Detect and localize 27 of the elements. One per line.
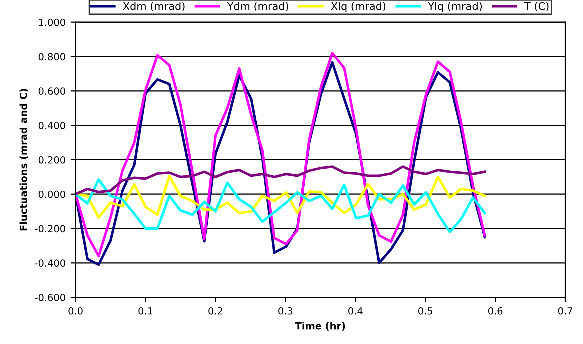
line-series: [76, 178, 486, 234]
x-tick-label: 0.6: [488, 307, 503, 315]
x-tick-label: 0.3: [278, 307, 293, 315]
line-series: [76, 166, 486, 196]
y-tick-label: -0.600: [35, 294, 66, 302]
legend-label: Ylq (mrad): [428, 2, 482, 12]
legend-label: Ydm (mrad): [227, 2, 288, 12]
legend-label: Xlq (mrad): [331, 2, 386, 12]
legend-label: Xdm (mrad): [123, 2, 185, 12]
y-tick-label: 0.000: [38, 190, 66, 198]
legend-label: T (C): [524, 2, 549, 12]
y-axis-title: Fluctuations (mrad and C): [20, 89, 28, 231]
y-tick-label: 0.200: [38, 156, 66, 164]
y-tick-label: -0.400: [35, 260, 66, 267]
x-tick-label: 0.1: [138, 307, 153, 315]
x-tick-label: 0.7: [558, 307, 572, 315]
x-tick-label: 0.5: [418, 307, 432, 315]
line-series: [76, 175, 486, 219]
y-tick-label: 0.400: [38, 122, 66, 130]
x-tick-label: 0.4: [348, 307, 363, 315]
x-tick-label: 0.2: [208, 307, 222, 315]
y-tick-label: -0.200: [35, 225, 66, 233]
x-tick-label: 0.0: [68, 307, 83, 315]
y-tick-label: 0.600: [38, 88, 66, 95]
y-tick-label: 1.000: [39, 18, 66, 26]
x-axis-title: Time (hr): [295, 322, 346, 331]
y-tick-label: 0.800: [38, 53, 66, 61]
